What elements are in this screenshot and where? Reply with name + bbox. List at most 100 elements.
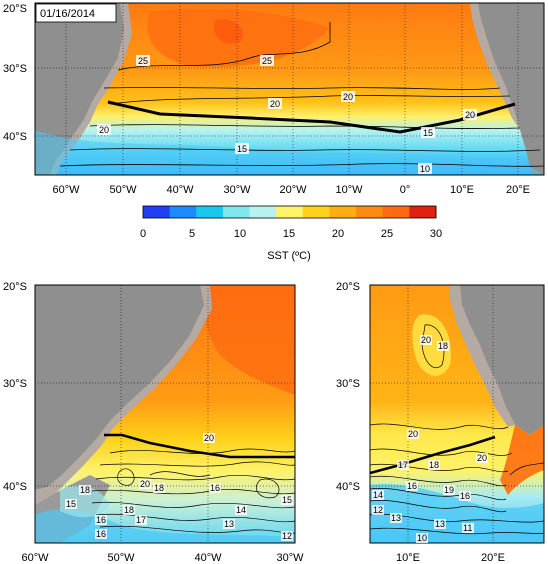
lon-label: 20°E (506, 184, 530, 196)
contour-label: 25 (262, 56, 272, 66)
lon-label: 20°W (279, 184, 307, 196)
colorbar-tick-label: 15 (283, 228, 295, 240)
contour-label: 20 (421, 335, 431, 345)
lat-label: 40°S (3, 131, 27, 143)
colorbar-cell (382, 206, 410, 218)
br-africa-land (460, 285, 544, 435)
lon-label: 0° (400, 184, 411, 196)
date-label: 01/16/2014 (40, 8, 95, 20)
br-contour-labels: 20 18 20 17 18 20 16 14 12 13 19 16 13 1… (372, 335, 488, 543)
lon-label: 40°W (166, 184, 194, 196)
date-box (35, 3, 117, 23)
top-contours (59, 22, 544, 167)
contour-label: 10 (417, 533, 427, 543)
lon-label: 50°W (107, 552, 135, 564)
contour-label: 25 (138, 56, 148, 66)
bottom-right-map-svg: 20 18 20 17 18 20 16 14 12 13 19 16 13 1… (336, 281, 545, 564)
contour-label: 16 (210, 483, 220, 493)
lat-label: 40°S (336, 481, 360, 493)
colorbar-ticks: 0 5 10 15 20 25 30 (140, 228, 442, 240)
colorbar-cell (222, 206, 251, 218)
contour-label: 15 (237, 144, 247, 154)
colorbar-tick-label: 5 (189, 228, 195, 240)
contour-label: 20 (477, 453, 487, 463)
contour-label: 20 (408, 429, 418, 439)
lat-label: 30°S (336, 378, 360, 390)
lon-label: 30°W (276, 552, 304, 564)
lon-label: 60°W (52, 184, 80, 196)
lon-label: 20°E (481, 552, 505, 564)
colorbar-tick-label: 25 (381, 228, 393, 240)
contour-label: 17 (398, 460, 408, 470)
lat-label: 20°S (336, 281, 360, 293)
lon-label: 10°W (335, 184, 363, 196)
contour-label: 16 (407, 481, 417, 491)
contour-label: 18 (429, 460, 439, 470)
br-transect-line (370, 435, 496, 475)
africa-land (478, 3, 544, 175)
top-contour-labels: 25 25 20 20 20 20 15 15 10 (97, 55, 477, 174)
contour-label: 15 (282, 495, 292, 505)
bl-map-frame (34, 284, 296, 544)
contour-label: 18 (438, 341, 448, 351)
lat-label: 20°S (3, 281, 27, 293)
colorbar-cell (276, 206, 304, 218)
colorbar-tick-label: 10 (234, 228, 246, 240)
contour-label: 20 (140, 479, 150, 489)
bottom-left-map-panel: 20 18 20 18 15 16 16 17 13 14 15 12 16 1… (0, 275, 310, 564)
contour-label: 15 (423, 128, 433, 138)
bottom-right-map-panel: 20 18 20 17 18 20 16 14 12 13 19 16 13 1… (330, 275, 548, 564)
contour-label: 10 (420, 164, 430, 174)
lon-label: 60°W (21, 552, 49, 564)
lon-label: 10°E (396, 552, 420, 564)
top-lon-labels: 60°W 50°W 40°W 30°W 20°W 10°W 0° 10°E 20… (52, 184, 530, 196)
top-grid (35, 3, 544, 175)
colorbar-title: SST (ºC) (267, 250, 311, 262)
bottom-left-map-svg: 20 18 20 18 15 16 16 17 13 14 15 12 16 1… (3, 281, 304, 564)
south-america-land (35, 3, 124, 175)
colorbar-cell (329, 206, 357, 218)
contour-label: 17 (136, 515, 146, 525)
contour-label: 16 (96, 529, 106, 539)
colorbar-panel: 0 5 10 15 20 25 30 SST (ºC) (0, 200, 548, 270)
colorbar-cell (249, 206, 277, 218)
contour-label: 13 (391, 513, 401, 523)
contour-label: 18 (154, 483, 164, 493)
contour-label: 12 (373, 505, 383, 515)
colorbar-cell (409, 206, 437, 218)
colorbar-frame (142, 205, 437, 219)
contour-label: 14 (236, 505, 246, 515)
contour-label: 16 (460, 491, 470, 501)
contour-label: 12 (282, 531, 292, 541)
contour-label: 18 (124, 505, 134, 515)
contour-label: 20 (99, 125, 109, 135)
contour-label: 11 (463, 523, 472, 533)
colorbar-cell (169, 206, 197, 218)
contour-label: 13 (435, 519, 445, 529)
lon-label: 40°W (194, 552, 222, 564)
contour-label: 14 (373, 490, 383, 500)
colorbar-cell (143, 206, 171, 218)
colorbar-tick-label: 0 (140, 228, 146, 240)
bl-transect-line (104, 433, 295, 459)
contour-label: 15 (66, 499, 76, 509)
lon-label: 30°W (223, 184, 251, 196)
lat-label: 40°S (3, 481, 27, 493)
top-map-frame (34, 2, 545, 176)
contour-label: 20 (465, 110, 475, 120)
lon-label: 50°W (109, 184, 137, 196)
colorbar-cell (302, 206, 330, 218)
contour-label: 13 (224, 519, 234, 529)
colorbar-tick-label: 30 (430, 228, 442, 240)
contour-label: 20 (270, 99, 280, 109)
lat-label: 30°S (3, 378, 27, 390)
colorbar-tick-label: 20 (332, 228, 344, 240)
br-map-frame (369, 284, 545, 544)
lat-label: 20°S (3, 3, 27, 15)
colorbar-cell (196, 206, 224, 218)
colorbar-cell (356, 206, 384, 218)
contour-label: 20 (343, 92, 353, 102)
colorbar-cells (143, 206, 437, 218)
colorbar-svg: 0 5 10 15 20 25 30 SST (ºC) (140, 205, 442, 262)
top-transect-line (107, 100, 516, 134)
